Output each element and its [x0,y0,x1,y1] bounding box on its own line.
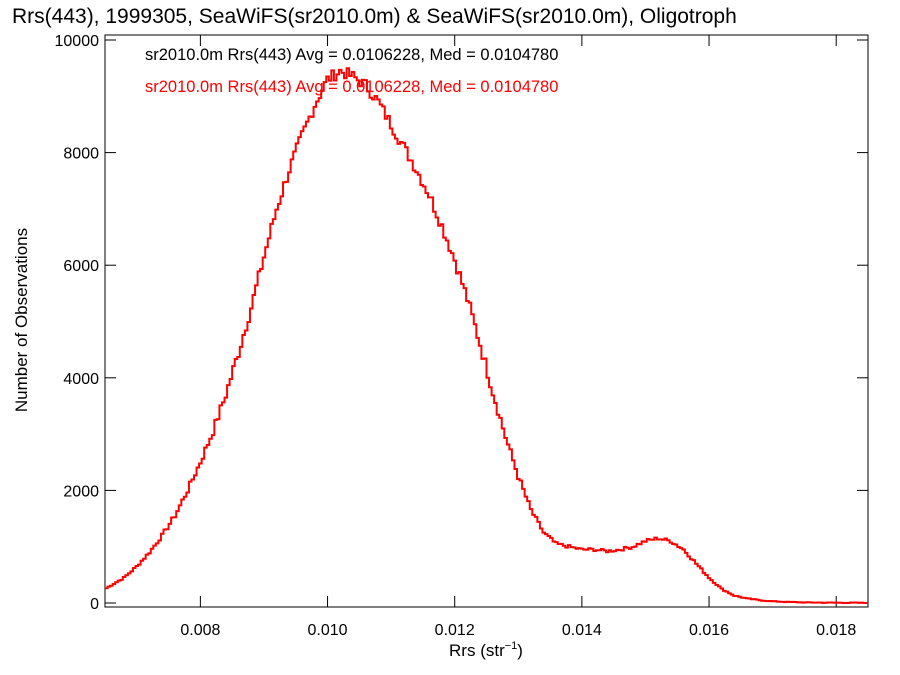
x-axis-label-suffix: ) [517,641,523,660]
x-axis-label-main: Rrs (str [449,641,505,660]
x-tick-label: 0.014 [562,622,602,639]
x-axis-label: Rrs (str−1) [449,640,523,660]
series-line [105,67,868,604]
legend-annotation-black: sr2010.0m Rrs(443) Avg = 0.0106228, Med … [145,46,558,64]
x-tick-label: 0.016 [689,622,729,639]
y-tick-label: 2000 [63,483,99,500]
y-tick-label: 6000 [63,258,99,275]
y-axis-ticks: 0 2000 4000 6000 8000 10000 [55,33,868,613]
legend-annotation-red: sr2010.0m Rrs(443) Avg = 0.0106228, Med … [145,78,558,96]
x-axis-ticks: 0.008 0.010 0.012 0.014 0.016 0.018 [180,35,856,639]
y-tick-label: 10000 [55,33,100,50]
y-tick-label: 8000 [63,146,99,163]
chart-title: Rrs(443), 1999305, SeaWiFS(sr2010.0m) & … [12,5,737,28]
x-tick-label: 0.010 [308,622,348,639]
y-tick-label: 4000 [63,371,99,388]
x-axis-label-sup: −1 [505,640,518,652]
x-tick-label: 0.018 [816,622,856,639]
y-tick-label: 0 [90,596,99,613]
plot-frame [104,34,869,608]
y-axis-label: Number of Observations [12,228,31,412]
x-tick-label: 0.008 [180,622,220,639]
series-layer [105,67,868,604]
x-tick-label: 0.012 [435,622,475,639]
